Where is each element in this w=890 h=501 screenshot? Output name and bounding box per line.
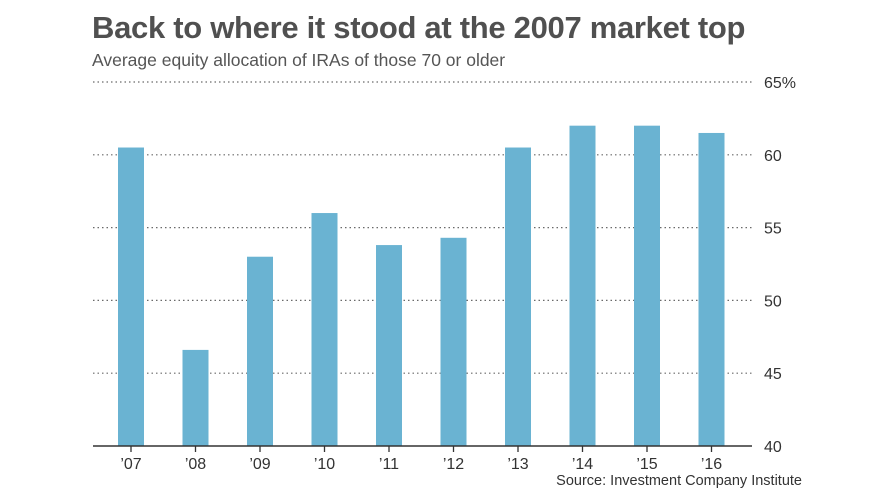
y-tick-label: 50 <box>764 293 782 310</box>
y-tick-label: 40 <box>764 439 782 456</box>
bar <box>440 237 467 446</box>
x-tick-label: ’16 <box>701 456 722 473</box>
x-tick-label: ’10 <box>314 456 335 473</box>
x-tick-label: ’12 <box>443 456 464 473</box>
x-tick-label: ’13 <box>507 456 528 473</box>
bar <box>505 147 531 446</box>
bar <box>182 349 209 446</box>
x-tick-label: ’09 <box>249 456 270 473</box>
chart-subtitle: Average equity allocation of IRAs of tho… <box>92 50 506 70</box>
bar <box>698 132 725 446</box>
chart-title: Back to where it stood at the 2007 marke… <box>92 10 746 45</box>
x-tick-label: ’14 <box>572 456 593 473</box>
y-tick-label: 45 <box>764 366 782 383</box>
y-tick-label: 55 <box>764 221 782 238</box>
bar <box>118 147 144 446</box>
x-tick-label: ’11 <box>379 456 399 473</box>
bar <box>376 245 402 446</box>
source-note: Source: Investment Company Institute <box>556 473 802 489</box>
bar <box>569 125 596 447</box>
bar <box>634 125 660 447</box>
x-tick-label: ’08 <box>185 456 206 473</box>
bar <box>311 213 338 446</box>
y-tick-label: 60 <box>764 148 782 165</box>
x-tick-label: ’15 <box>636 456 657 473</box>
x-tick-label: ’07 <box>120 456 141 473</box>
bar <box>247 256 273 446</box>
y-tick-label: 65% <box>764 75 796 92</box>
